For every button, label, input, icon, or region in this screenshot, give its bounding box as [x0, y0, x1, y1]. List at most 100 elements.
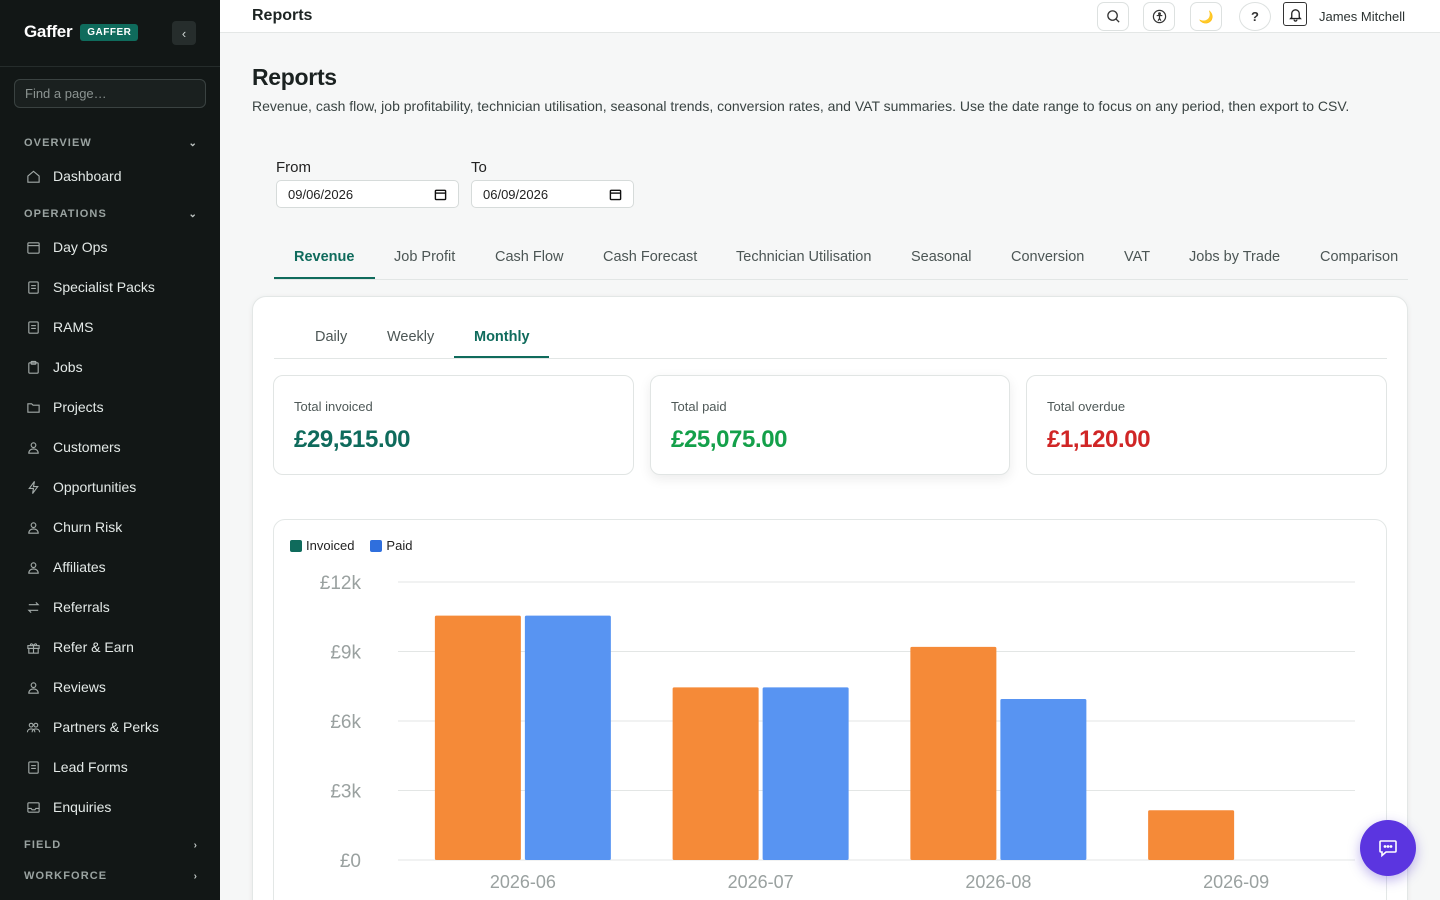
section-field[interactable]: FIELD ›	[24, 839, 198, 851]
sidebar-item-label: Projects	[53, 399, 104, 415]
sidebar-item-label: Enquiries	[53, 799, 112, 815]
bar-invoiced-2026-07[interactable]	[672, 687, 759, 860]
accessibility-button[interactable]	[1143, 2, 1175, 31]
sidebar-item-dashboard[interactable]: Dashboard	[26, 168, 122, 184]
bar-invoiced-2026-09[interactable]	[1148, 810, 1235, 860]
sidebar-item-label: Specialist Packs	[53, 279, 155, 295]
legend-swatch	[370, 539, 383, 552]
tab-cash-forecast[interactable]: Cash Forecast	[603, 249, 698, 265]
sidebar-item-lead-forms[interactable]: Lead Forms	[26, 759, 128, 775]
stat-total-invoiced: Total invoiced £29,515.00	[273, 375, 634, 475]
home-icon	[26, 169, 41, 184]
y-tick-label: £6k	[330, 712, 361, 733]
to-date-value: 06/09/2026	[483, 186, 549, 202]
bar-paid-2026-08[interactable]	[1000, 698, 1087, 860]
tab-weekly[interactable]: Weekly	[387, 329, 435, 345]
bar-paid-2026-07[interactable]	[762, 687, 849, 860]
notifications-button[interactable]	[1283, 2, 1307, 26]
user-icon	[26, 680, 41, 695]
sidebar-item-refer-earn[interactable]: Refer & Earn	[26, 639, 134, 655]
tab-vat[interactable]: VAT	[1124, 249, 1151, 265]
clipboard-icon	[26, 360, 41, 375]
section-workforce[interactable]: WORKFORCE ›	[24, 870, 198, 882]
legend-label: Paid	[386, 538, 413, 553]
sidebar-item-referrals[interactable]: Referrals	[26, 599, 110, 615]
stat-value: £29,515.00	[294, 426, 411, 453]
sidebar-item-partners-perks[interactable]: Partners & Perks	[26, 719, 159, 735]
active-tab-indicator	[274, 277, 375, 279]
search-button[interactable]	[1097, 2, 1129, 31]
page-search-input[interactable]: Find a page…	[14, 79, 206, 108]
help-button[interactable]: ?	[1239, 2, 1271, 31]
sidebar-item-specialist-packs[interactable]: Specialist Packs	[26, 279, 155, 295]
calendar-icon[interactable]	[609, 188, 622, 201]
document-icon	[26, 320, 41, 335]
tab-job-profit[interactable]: Job Profit	[394, 249, 456, 265]
legend-item-paid[interactable]: Paid	[370, 538, 412, 553]
section-label: FIELD	[24, 839, 62, 851]
legend-item-invoiced[interactable]: Invoiced	[290, 538, 354, 553]
user-menu[interactable]: James Mitchell	[1319, 9, 1405, 24]
sidebar-item-label: Affiliates	[53, 559, 106, 575]
collapse-sidebar-button[interactable]: ‹	[172, 21, 196, 45]
chart-legend: Invoiced Paid	[290, 538, 412, 553]
sidebar: Gaffer GAFFER ‹ Find a page… OVERVIEW ⌄ …	[0, 0, 220, 900]
sidebar-item-churn-risk[interactable]: Churn Risk	[26, 519, 122, 535]
sidebar-item-enquiries[interactable]: Enquiries	[26, 799, 111, 815]
stat-label: Total overdue	[1047, 399, 1126, 414]
tab-technician-utilisation[interactable]: Technician Utilisation	[736, 249, 872, 265]
chat-button[interactable]	[1360, 820, 1416, 876]
section-operations[interactable]: OPERATIONS ⌄	[24, 208, 198, 220]
page-description: Revenue, cash flow, job profitability, t…	[252, 98, 1350, 114]
user-icon	[26, 520, 41, 535]
sidebar-item-label: Day Ops	[53, 239, 108, 255]
sidebar-item-label: Customers	[53, 439, 121, 455]
sidebar-item-customers[interactable]: Customers	[26, 439, 121, 455]
sidebar-item-opportunities[interactable]: Opportunities	[26, 479, 136, 495]
sidebar-item-label: Refer & Earn	[53, 639, 134, 655]
inbox-icon	[26, 800, 41, 815]
brand[interactable]: Gaffer GAFFER	[24, 22, 139, 42]
chevron-down-icon: ⌄	[188, 208, 198, 220]
theme-toggle-button[interactable]: 🌙	[1190, 2, 1222, 31]
sidebar-item-day-ops[interactable]: Day Ops	[26, 239, 107, 255]
brand-badge: GAFFER	[80, 23, 139, 41]
tab-seasonal[interactable]: Seasonal	[911, 249, 972, 265]
chevron-right-icon: ›	[193, 839, 198, 851]
calendar-icon[interactable]	[434, 188, 447, 201]
sidebar-item-rams[interactable]: RAMS	[26, 319, 93, 335]
tab-conversion[interactable]: Conversion	[1011, 249, 1085, 265]
tab-cash-flow[interactable]: Cash Flow	[495, 249, 564, 265]
sidebar-divider	[0, 66, 220, 67]
bar-paid-2026-06[interactable]	[524, 615, 611, 860]
tab-revenue[interactable]: Revenue	[294, 249, 355, 265]
tab-jobs-by-trade[interactable]: Jobs by Trade	[1189, 249, 1281, 265]
users-icon	[26, 720, 41, 735]
bar-invoiced-2026-06[interactable]	[434, 615, 521, 860]
sidebar-item-reviews[interactable]: Reviews	[26, 679, 106, 695]
search-icon	[1106, 10, 1120, 23]
user-icon	[26, 560, 41, 575]
topbar-title: Reports	[252, 7, 313, 24]
report-tabs: Revenue Job Profit Cash Flow Cash Foreca…	[274, 240, 1408, 280]
document-icon	[26, 280, 41, 295]
arrows-icon	[26, 600, 41, 615]
chevron-left-icon: ‹	[181, 25, 187, 41]
sidebar-item-projects[interactable]: Projects	[26, 399, 104, 415]
to-date-input[interactable]: 06/09/2026	[471, 180, 634, 208]
sidebar-item-affiliates[interactable]: Affiliates	[26, 559, 106, 575]
bell-icon	[1288, 8, 1302, 22]
bar-invoiced-2026-08[interactable]	[910, 646, 997, 860]
y-tick-label: £9k	[330, 643, 361, 664]
legend-label: Invoiced	[306, 538, 355, 553]
x-tick-label: 2026-09	[1203, 872, 1269, 892]
section-overview[interactable]: OVERVIEW ⌄	[24, 137, 198, 149]
tab-monthly[interactable]: Monthly	[474, 329, 530, 345]
brand-name: Gaffer	[24, 22, 73, 41]
chevron-down-icon: ⌄	[188, 137, 198, 149]
tab-comparison[interactable]: Comparison	[1320, 249, 1399, 265]
tab-daily[interactable]: Daily	[315, 329, 348, 345]
from-date-input[interactable]: 09/06/2026	[276, 180, 459, 208]
sidebar-item-jobs[interactable]: Jobs	[26, 359, 83, 375]
sidebar-item-label: Churn Risk	[53, 519, 123, 535]
